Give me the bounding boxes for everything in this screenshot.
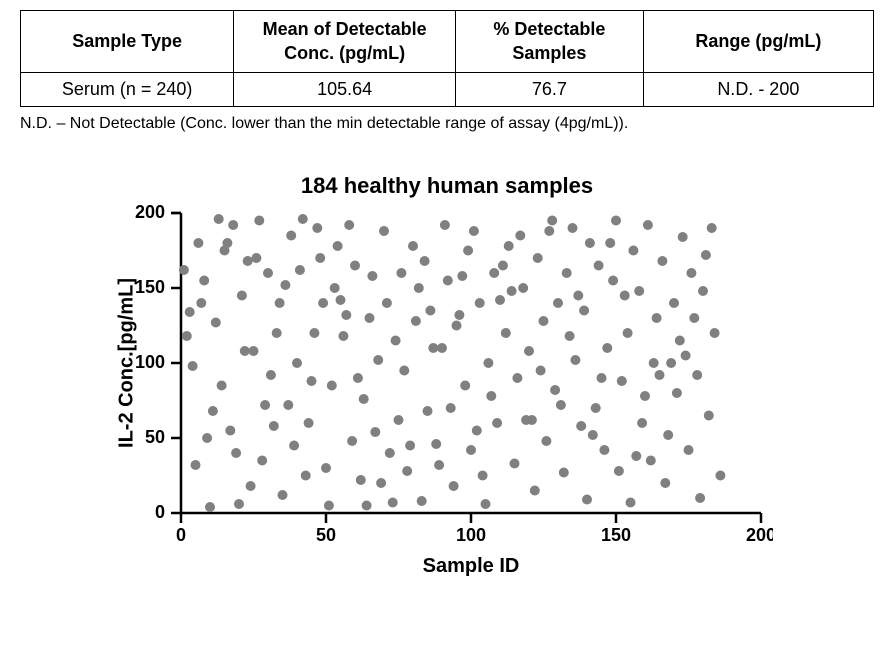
col-header-range: Range (pg/mL) [643,11,873,73]
summary-table: Sample Type Mean of Detectable Conc. (pg… [20,10,874,107]
svg-text:200: 200 [135,205,165,222]
svg-text:100: 100 [135,351,165,371]
scatter-plot: 0 50 100 150 200 0 50 100 150 200 [121,205,773,553]
col-header-pct-detectable: % Detectable Samples [456,11,644,73]
svg-text:50: 50 [145,426,165,446]
cell-range: N.D. - 200 [643,72,873,106]
table-row: Serum (n = 240) 105.64 76.7 N.D. - 200 [21,72,874,106]
chart-area: IL-2 Conc.[pg/mL] 0501001502000501001502… [121,205,773,553]
page-root: Sample Type Mean of Detectable Conc. (pg… [0,0,894,648]
svg-text:100: 100 [456,525,486,545]
svg-text:150: 150 [135,276,165,296]
svg-text:0: 0 [176,525,186,545]
svg-text:150: 150 [601,525,631,545]
footnote-text: N.D. – Not Detectable (Conc. lower than … [20,115,874,133]
cell-pct-detectable: 76.7 [456,72,644,106]
y-axis-label: IL-2 Conc.[pg/mL] [116,278,139,448]
col-header-mean-conc: Mean of Detectable Conc. (pg/mL) [234,11,456,73]
chart-container: 184 healthy human samples IL-2 Conc.[pg/… [20,173,874,578]
cell-sample-type: Serum (n = 240) [21,72,234,106]
svg-text:0: 0 [155,501,165,521]
cell-mean-conc: 105.64 [234,72,456,106]
table-header-row: Sample Type Mean of Detectable Conc. (pg… [21,11,874,73]
svg-text:200: 200 [746,525,773,545]
x-axis-label: Sample ID [181,555,761,578]
chart-title: 184 healthy human samples [121,173,773,199]
svg-text:50: 50 [316,525,336,545]
col-header-sample-type: Sample Type [21,11,234,73]
